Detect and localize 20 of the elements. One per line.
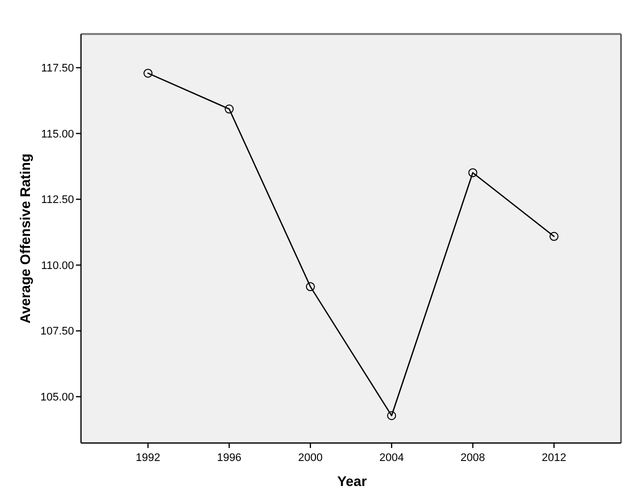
x-tick-label: 2004 <box>379 452 404 464</box>
x-tick-label: 2012 <box>542 452 566 464</box>
point <box>224 104 234 114</box>
y-tick-label: 107.50 <box>40 326 74 338</box>
x-tick-label: 2008 <box>460 452 486 464</box>
y-axis-title: Average Offensive Rating <box>17 154 33 324</box>
y-tick-label: 105.00 <box>40 392 74 404</box>
x-tick-label: 1996 <box>216 452 242 464</box>
y-tick-label: 112.50 <box>41 194 74 206</box>
point <box>143 68 152 78</box>
point <box>550 232 559 241</box>
y-tick-label: 117.50 <box>41 62 74 75</box>
x-tick-label: 2000 <box>298 452 323 464</box>
y-tick-label: 110.00 <box>41 260 74 272</box>
point <box>387 411 396 420</box>
point <box>306 282 315 292</box>
y-tick-label: 115.00 <box>41 128 74 140</box>
point <box>468 168 478 178</box>
x-tick-label: 1992 <box>136 452 160 464</box>
x-axis-title: Year <box>337 473 368 489</box>
